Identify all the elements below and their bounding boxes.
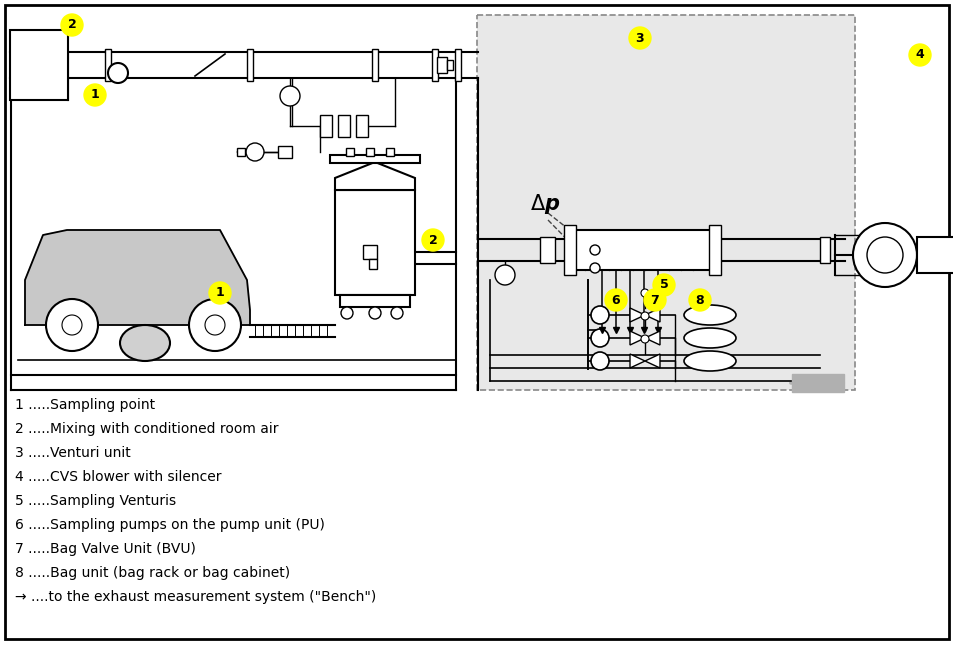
Circle shape: [189, 299, 241, 351]
Polygon shape: [25, 230, 250, 325]
Bar: [369, 259, 376, 269]
Circle shape: [908, 44, 930, 66]
Polygon shape: [644, 308, 659, 322]
Text: → ....to the exhaust measurement system ("Bench"): → ....to the exhaust measurement system …: [15, 590, 375, 604]
Bar: [447, 60, 453, 70]
Bar: [476, 15, 854, 390]
Ellipse shape: [683, 328, 735, 348]
Ellipse shape: [683, 305, 735, 325]
Bar: [339, 295, 410, 307]
Circle shape: [866, 237, 902, 273]
Bar: [366, 148, 374, 156]
Bar: [105, 49, 111, 81]
Bar: [10, 30, 68, 100]
Text: 1: 1: [91, 88, 99, 101]
Bar: [247, 49, 253, 81]
Bar: [372, 49, 377, 81]
Circle shape: [590, 329, 608, 347]
Bar: [708, 225, 720, 275]
Text: 4 .....CVS blower with silencer: 4 .....CVS blower with silencer: [15, 470, 221, 484]
Circle shape: [852, 223, 916, 287]
Bar: [916, 237, 953, 273]
Polygon shape: [629, 354, 644, 368]
Polygon shape: [335, 162, 415, 190]
Text: 6: 6: [611, 293, 619, 306]
Text: 7: 7: [650, 293, 659, 306]
Circle shape: [421, 229, 443, 251]
Bar: [335, 190, 415, 295]
Bar: [563, 225, 576, 275]
Circle shape: [205, 315, 225, 335]
Text: 6 .....Sampling pumps on the pump unit (PU): 6 .....Sampling pumps on the pump unit (…: [15, 518, 325, 532]
Text: 4: 4: [915, 48, 923, 61]
Bar: [432, 49, 437, 81]
Bar: [569, 230, 714, 270]
Ellipse shape: [683, 351, 735, 371]
Circle shape: [280, 86, 299, 106]
Circle shape: [628, 27, 650, 49]
Circle shape: [209, 282, 231, 304]
Polygon shape: [644, 331, 659, 345]
Text: 5: 5: [659, 279, 668, 292]
Circle shape: [640, 312, 648, 320]
Text: $\Delta$p: $\Delta$p: [530, 192, 559, 216]
Circle shape: [108, 63, 128, 83]
Bar: [236, 148, 245, 156]
Bar: [386, 148, 394, 156]
Circle shape: [340, 307, 353, 319]
Text: 2 .....Mixing with conditioned room air: 2 .....Mixing with conditioned room air: [15, 422, 278, 436]
Circle shape: [61, 14, 83, 36]
Text: 8: 8: [695, 293, 703, 306]
Circle shape: [652, 274, 675, 296]
Polygon shape: [629, 308, 644, 322]
Bar: [346, 148, 354, 156]
Text: 3 .....Venturi unit: 3 .....Venturi unit: [15, 446, 131, 460]
Circle shape: [391, 307, 402, 319]
Bar: [363, 245, 376, 259]
Text: 1 .....Sampling point: 1 .....Sampling point: [15, 398, 155, 412]
Circle shape: [640, 335, 648, 343]
Circle shape: [495, 265, 515, 285]
Bar: [436, 57, 447, 73]
Bar: [337, 115, 350, 137]
Circle shape: [688, 289, 710, 311]
Circle shape: [640, 289, 648, 297]
Circle shape: [62, 315, 82, 335]
Circle shape: [589, 263, 599, 273]
Text: 7 .....Bag Valve Unit (BVU): 7 .....Bag Valve Unit (BVU): [15, 542, 195, 556]
Circle shape: [590, 352, 608, 370]
Circle shape: [84, 84, 106, 106]
Bar: [820, 237, 829, 263]
Circle shape: [246, 143, 264, 161]
Circle shape: [604, 289, 626, 311]
Circle shape: [590, 306, 608, 324]
Text: 8 .....Bag unit (bag rack or bag cabinet): 8 .....Bag unit (bag rack or bag cabinet…: [15, 566, 290, 580]
Bar: [455, 49, 460, 81]
Bar: [319, 115, 332, 137]
Ellipse shape: [120, 325, 170, 361]
Text: 5 .....Sampling Venturis: 5 .....Sampling Venturis: [15, 494, 176, 508]
Text: 2: 2: [68, 19, 76, 32]
Bar: [539, 237, 555, 263]
Text: 2: 2: [428, 233, 436, 246]
Circle shape: [589, 245, 599, 255]
Text: 1: 1: [215, 286, 224, 299]
Circle shape: [46, 299, 98, 351]
Circle shape: [369, 307, 380, 319]
Text: 3: 3: [635, 32, 643, 45]
Polygon shape: [644, 354, 659, 368]
Polygon shape: [629, 331, 644, 345]
Bar: [791, 374, 843, 392]
Bar: [277, 146, 292, 158]
Bar: [355, 115, 368, 137]
Circle shape: [643, 289, 665, 311]
Bar: [330, 155, 419, 163]
